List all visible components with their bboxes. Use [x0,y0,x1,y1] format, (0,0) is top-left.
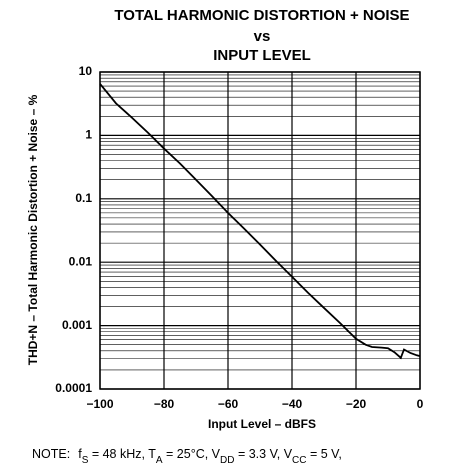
x-tick-label: −60 [218,397,239,411]
x-tick-label: 0 [417,397,424,411]
y-tick-label: 1 [85,128,92,142]
data-line [99,83,421,360]
note-text: CC [292,455,306,466]
chart-title: TOTAL HARMONIC DISTORTION + NOISE [114,7,409,24]
chart-title: vs [254,28,271,45]
note-text: f [78,447,82,461]
note-text: = 25°C, V [163,447,221,461]
note: NOTE: fS = 48 kHz, TA = 25°C, VDD = 3.3 V… [32,447,342,466]
plot-frame [99,71,421,390]
x-tick-label: −20 [346,397,367,411]
y-tick-label: 10 [79,64,93,78]
y-tick-label: 0.1 [75,191,92,205]
y-axis-label: THD+N – Total Harmonic Distortion + Nois… [26,94,40,365]
y-tick-label: 0.001 [62,318,92,332]
note-text: A [156,455,163,466]
note-text: = 48 kHz, T [88,447,156,461]
y-tick-label: 0.01 [69,254,93,268]
note-text: NOTE: [32,447,70,461]
x-tick-label: −80 [154,397,175,411]
x-tick-label: −100 [86,397,113,411]
x-axis-label: Input Level – dBFS [208,417,316,431]
chart-title: INPUT LEVEL [213,47,311,64]
note-text: = 5 V, [307,447,342,461]
note-text: S [82,455,89,466]
note-text: DD [220,455,234,466]
note-text: = 3.3 V, V [234,447,292,461]
x-tick-label: −40 [282,397,303,411]
y-tick-label: 0.0001 [55,381,92,395]
